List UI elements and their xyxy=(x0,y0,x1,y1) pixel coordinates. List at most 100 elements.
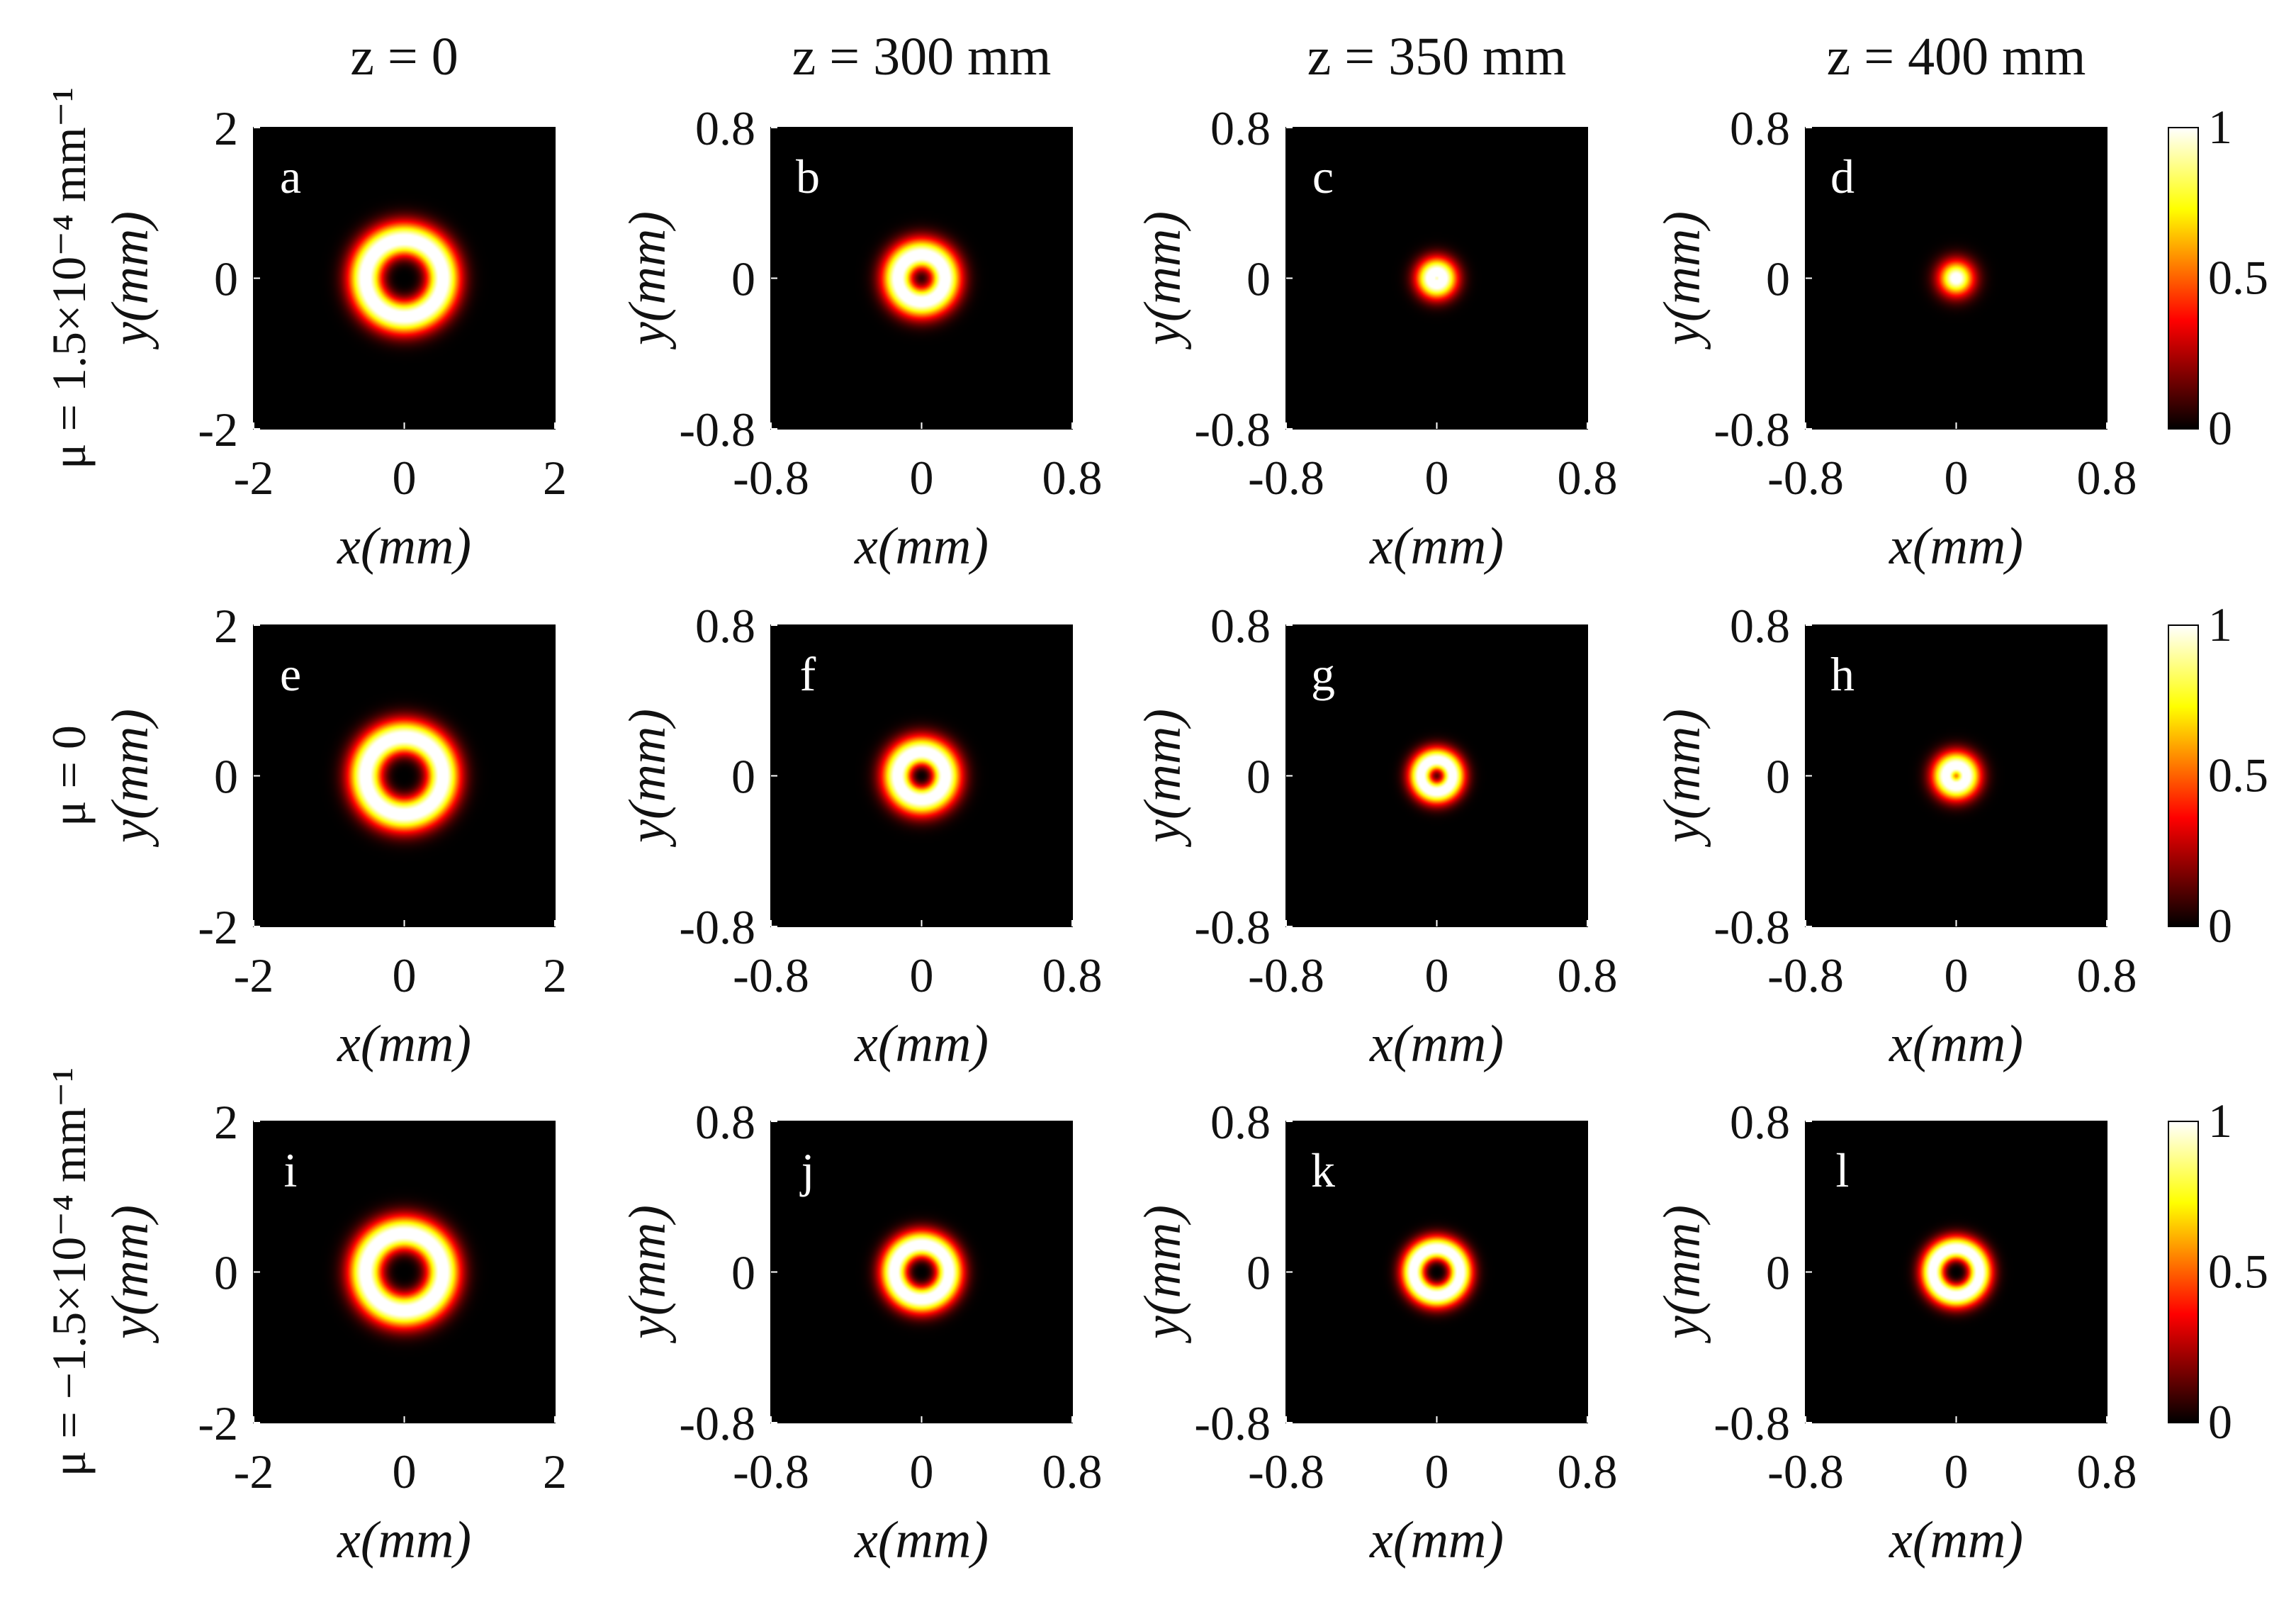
x-tick-label: -0.8 xyxy=(1767,948,1844,1002)
y-axis-label: y(mm) xyxy=(1653,709,1711,848)
y-tick-label: 0.8 xyxy=(695,1095,755,1149)
colorbar-tick-label: 0.5 xyxy=(2208,1245,2268,1299)
panel-letter: a xyxy=(280,150,301,203)
x-tick-label: 0 xyxy=(910,948,934,1002)
heatmap-image xyxy=(771,1121,1072,1423)
row-label: μ = 1.5×10⁻⁴ mm⁻¹ xyxy=(42,87,96,469)
column-title: z = 350 mm xyxy=(1307,27,1567,86)
y-tick-label: 0 xyxy=(1766,1246,1790,1300)
x-tick-label: 0 xyxy=(1425,451,1449,505)
heatmap-image xyxy=(1806,128,2107,429)
panel-k: k 0.8 0 -0.8-0.8 0 0.8 x(mm) y(mm) xyxy=(1134,1095,1618,1569)
y-tick-label: 2 xyxy=(214,101,238,155)
x-tick-label: 0 xyxy=(1945,948,1969,1002)
y-tick-label: 0.8 xyxy=(1730,599,1790,653)
x-axis-label: x(mm) xyxy=(1889,1015,2023,1073)
x-tick-label: -0.8 xyxy=(1248,1445,1324,1498)
heatmap-image xyxy=(254,625,555,926)
y-axis-label: y(mm) xyxy=(1653,1205,1711,1344)
x-tick-label: 0.8 xyxy=(2077,451,2137,505)
colorbar-tick-label: 0.5 xyxy=(2208,251,2268,305)
y-tick-label: -0.8 xyxy=(679,1396,755,1450)
colorbar-tick-label: 1 xyxy=(2208,598,2232,651)
colorbar: 10.50 xyxy=(2168,598,2268,953)
x-tick-label: 0 xyxy=(1425,1445,1449,1498)
panel-letter: g xyxy=(1311,647,1335,701)
panel-letter: i xyxy=(284,1143,298,1197)
x-tick-label: 0 xyxy=(393,1445,417,1498)
x-tick-label: -0.8 xyxy=(1248,451,1324,505)
x-tick-label: -2 xyxy=(234,948,274,1002)
x-tick-label: -0.8 xyxy=(1767,1445,1844,1498)
y-tick-label: -2 xyxy=(198,1396,238,1450)
x-tick-label: 0 xyxy=(1945,1445,1969,1498)
panel-e: e20-2-2 0 2x(mm)y(mm) xyxy=(101,599,567,1073)
heatmap-image xyxy=(771,128,1072,429)
y-axis-label: y(mm) xyxy=(1134,211,1192,350)
y-tick-label: -0.8 xyxy=(1713,900,1790,954)
x-tick-label: 0 xyxy=(393,451,417,505)
x-axis-label: x(mm) xyxy=(1889,1511,2023,1569)
x-tick-label: -0.8 xyxy=(733,1445,809,1498)
heatmap-panels: a20-2-2 0 2x(mm)y(mm)b0.80-0.8-0.8 0 0.8x(mm… xyxy=(101,100,2268,1569)
x-tick-label: 0 xyxy=(393,948,417,1002)
column-title: z = 400 mm xyxy=(1827,27,2086,86)
panel-letter: h xyxy=(1830,647,1855,701)
colorbar: 10.50 xyxy=(2168,1094,2268,1449)
x-axis-label: x(mm) xyxy=(854,517,989,576)
heatmap-image xyxy=(771,625,1072,926)
x-axis-label: x(mm) xyxy=(1369,517,1504,576)
y-axis-label: y(mm) xyxy=(619,709,677,848)
x-tick-label: 0.8 xyxy=(1558,948,1618,1002)
y-tick-label: -0.8 xyxy=(1194,900,1271,954)
y-tick-label: 0.8 xyxy=(695,101,755,155)
panel-g: g 0.8 0 -0.8-0.8 0 0.8 x(mm) y(mm) xyxy=(1134,599,1618,1073)
y-tick-label: 0 xyxy=(1247,252,1271,306)
y-axis-label: y(mm) xyxy=(1653,211,1711,350)
panel-letter: k xyxy=(1311,1143,1335,1197)
colorbar-tick-label: 0 xyxy=(2208,401,2232,455)
panel-letter: j xyxy=(800,1143,815,1197)
y-tick-label: 0.8 xyxy=(1730,1095,1790,1149)
y-tick-label: -0.8 xyxy=(679,403,755,456)
y-tick-label: -0.8 xyxy=(1713,1396,1790,1450)
y-tick-label: -2 xyxy=(198,403,238,456)
y-tick-label: 0 xyxy=(214,252,238,306)
row-label: μ = 0 xyxy=(42,725,96,826)
panel-f: f 0.8 0 -0.8-0.8 0 0.8 x(mm) y(mm) xyxy=(619,599,1103,1073)
y-tick-label: 0 xyxy=(731,252,755,306)
panel-b: b 0.8 0 -0.8-0.8 0 0.8 x(mm) y(mm) xyxy=(619,101,1103,576)
x-tick-label: 2 xyxy=(543,1445,567,1498)
heatmap-image xyxy=(1806,1121,2107,1423)
y-tick-label: 0 xyxy=(214,750,238,804)
panel-h: h 0.8 0 -0.8-0.8 0 0.8 x(mm) y(mm) xyxy=(1653,599,2137,1073)
y-tick-label: 0.8 xyxy=(1210,101,1271,155)
x-tick-label: 0.8 xyxy=(1042,1445,1103,1498)
panel-letter: e xyxy=(280,647,301,701)
y-axis-label: y(mm) xyxy=(1134,1205,1192,1344)
y-tick-label: 0.8 xyxy=(1210,599,1271,653)
heatmap-image xyxy=(1286,128,1587,429)
y-axis-label: y(mm) xyxy=(101,1205,159,1344)
y-tick-label: 0 xyxy=(214,1246,238,1300)
row-label: μ = −1.5×10⁻⁴ mm⁻¹ xyxy=(42,1068,96,1476)
panel-j: j 0.8 0 -0.8-0.8 0 0.8 x(mm) y(mm) xyxy=(619,1095,1103,1569)
y-tick-label: 0 xyxy=(1766,750,1790,804)
x-tick-label: 2 xyxy=(543,451,567,505)
x-tick-label: 0.8 xyxy=(2077,948,2137,1002)
x-axis-label: x(mm) xyxy=(854,1015,989,1073)
y-tick-label: 0.8 xyxy=(695,599,755,653)
x-tick-label: -2 xyxy=(234,451,274,505)
y-tick-label: 0.8 xyxy=(1210,1095,1271,1149)
y-tick-label: 0 xyxy=(1247,750,1271,804)
y-axis-label: y(mm) xyxy=(1134,709,1192,848)
y-tick-label: -0.8 xyxy=(679,900,755,954)
x-axis-label: x(mm) xyxy=(337,1511,471,1569)
panel-letter: c xyxy=(1312,150,1334,203)
heatmap-image xyxy=(1286,1121,1587,1423)
y-tick-label: -0.8 xyxy=(1713,403,1790,456)
panel-letter: f xyxy=(800,647,816,701)
x-tick-label: 0 xyxy=(1425,948,1449,1002)
colorbar-tick-label: 0 xyxy=(2208,899,2232,953)
